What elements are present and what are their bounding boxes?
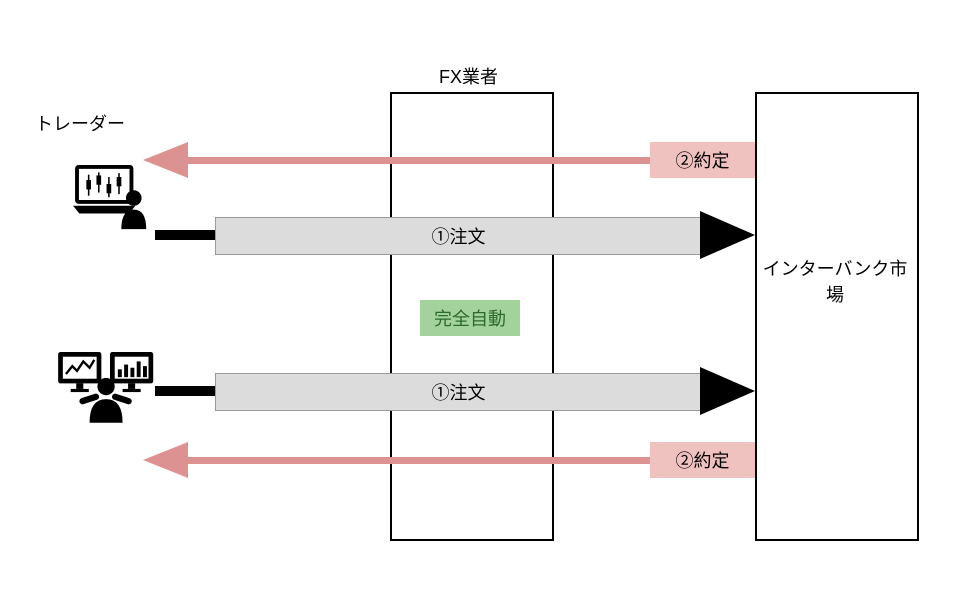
auto-label-text: 完全自動: [434, 305, 506, 331]
confirm-label-1-text: ②約定: [676, 147, 730, 173]
order-label-2-text: ①注文: [432, 379, 486, 405]
diagram-canvas: ②約定 ①注文 完全自動 ①注文 ②約定 トレーダー FX業者 インターバンク市…: [0, 0, 960, 600]
trader-monitors-icon: [55, 345, 165, 425]
order-label-1-text: ①注文: [432, 223, 486, 249]
order-arrow-1-head: [700, 211, 755, 259]
interbank-label: インターバンク市場: [755, 255, 915, 307]
confirm-arrow-2-head: [143, 442, 188, 478]
confirm-label-2-text: ②約定: [676, 447, 730, 473]
confirm-label-box-2: ②約定: [650, 442, 755, 478]
order-bar-2: ①注文: [215, 373, 702, 411]
order-arrow-1-tail: [155, 230, 215, 240]
trader-laptop-icon: [72, 163, 152, 233]
order-arrow-2-head: [700, 367, 755, 415]
order-bar-1: ①注文: [215, 217, 702, 255]
fx-company-label: FX業者: [439, 63, 498, 89]
trader-label: トレーダー: [35, 110, 125, 136]
confirm-label-box-1: ②約定: [650, 142, 755, 178]
interbank-box: [755, 92, 919, 541]
auto-label-box: 完全自動: [420, 300, 520, 336]
